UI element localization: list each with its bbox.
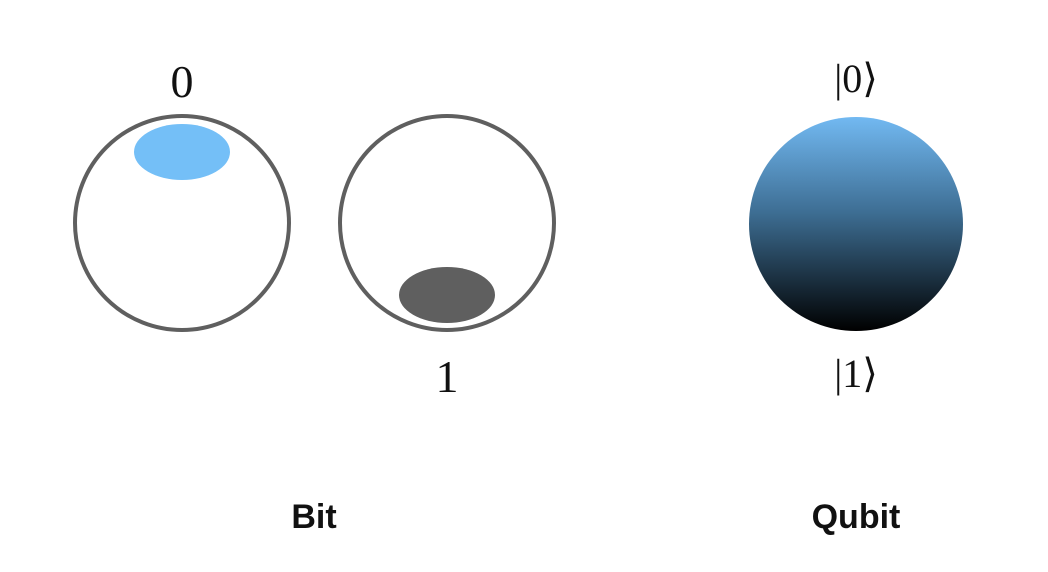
qubit-caption: Qubit xyxy=(812,498,901,536)
bit-caption: Bit xyxy=(291,498,336,536)
bit-state-0-circle xyxy=(73,114,291,332)
bit-state-0: 0 xyxy=(73,56,291,332)
bit-state-1-label: 1 xyxy=(436,351,459,402)
qubit-ket-0-label: |0⟩ xyxy=(834,56,878,101)
qubit-ket-1-label: |1⟩ xyxy=(834,351,878,396)
bit-state-0-marker xyxy=(134,124,230,180)
bit-state-1: 1 xyxy=(338,114,556,402)
bit-state-1-circle xyxy=(338,114,556,332)
bit-state-0-label: 0 xyxy=(171,56,194,107)
qubit-sphere xyxy=(749,117,963,331)
qubit: |0⟩ |1⟩ xyxy=(749,56,963,396)
bit-state-1-marker xyxy=(399,267,495,323)
